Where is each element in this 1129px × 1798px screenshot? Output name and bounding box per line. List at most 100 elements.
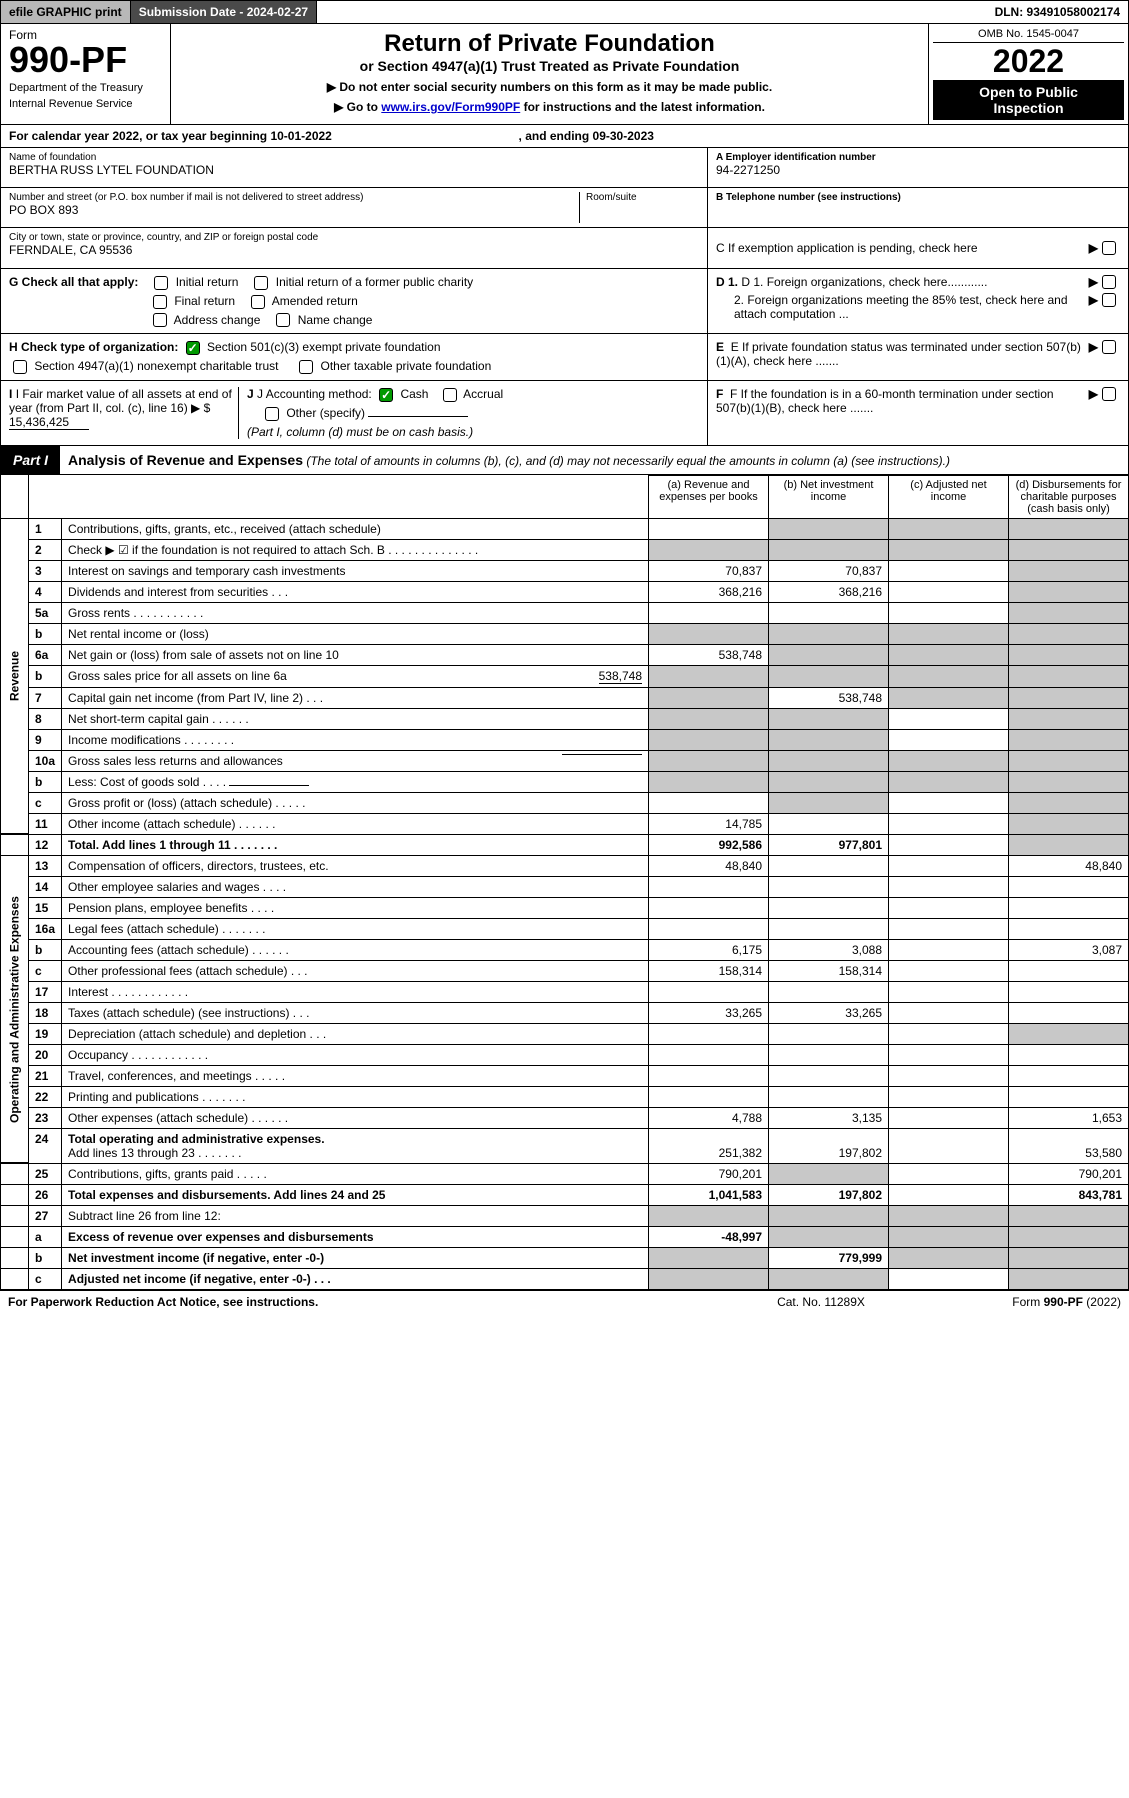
fmv-value: 15,436,425 (9, 415, 89, 430)
form-footer: Form 990-PF (2022) (921, 1295, 1121, 1309)
header-left: Form 990-PF Department of the Treasury I… (1, 24, 171, 124)
initial-return-checkbox[interactable] (154, 276, 168, 290)
revenue-side-label: Revenue (1, 518, 29, 834)
table-row: aExcess of revenue over expenses and dis… (1, 1226, 1129, 1247)
e-checkbox[interactable] (1102, 340, 1116, 354)
table-row: 22Printing and publications . . . . . . … (1, 1086, 1129, 1107)
expenses-side-label: Operating and Administrative Expenses (1, 855, 29, 1163)
cat-no: Cat. No. 11289X (721, 1295, 921, 1309)
footer: For Paperwork Reduction Act Notice, see … (0, 1290, 1129, 1313)
part-1-header: Part I Analysis of Revenue and Expenses … (0, 446, 1129, 475)
final-return-checkbox[interactable] (153, 295, 167, 309)
section-h-e: H Check type of organization: ✓ Section … (0, 334, 1129, 381)
table-row: 15Pension plans, employee benefits . . .… (1, 897, 1129, 918)
table-row: 11Other income (attach schedule) . . . .… (1, 813, 1129, 834)
info-block: Name of foundation BERTHA RUSS LYTEL FOU… (0, 148, 1129, 269)
table-row: 17Interest . . . . . . . . . . . . (1, 981, 1129, 1002)
table-row: 10aGross sales less returns and allowanc… (1, 750, 1129, 771)
address-row: Number and street (or P.O. box number if… (1, 188, 707, 228)
table-row: 19Depreciation (attach schedule) and dep… (1, 1023, 1129, 1044)
e-section: E E If private foundation status was ter… (708, 334, 1128, 380)
table-row: 6aNet gain or (loss) from sale of assets… (1, 644, 1129, 665)
table-row: 20Occupancy . . . . . . . . . . . . (1, 1044, 1129, 1065)
col-c-header: (c) Adjusted net income (889, 475, 1009, 518)
address: PO BOX 893 (9, 203, 579, 217)
h2-checkbox[interactable] (13, 360, 27, 374)
table-row: bGross sales price for all assets on lin… (1, 665, 1129, 687)
amended-return-checkbox[interactable] (251, 295, 265, 309)
cash-checkbox[interactable]: ✓ (379, 388, 393, 402)
table-row: 25Contributions, gifts, grants paid . . … (1, 1163, 1129, 1184)
table-row: cOther professional fees (attach schedul… (1, 960, 1129, 981)
h3-checkbox[interactable] (299, 360, 313, 374)
table-row: Operating and Administrative Expenses 13… (1, 855, 1129, 876)
cash-basis-note: (Part I, column (d) must be on cash basi… (247, 425, 699, 439)
open-public-box: Open to Public Inspection (933, 80, 1124, 120)
g-section: G Check all that apply: Initial return I… (1, 269, 708, 333)
table-row: 3Interest on savings and temporary cash … (1, 560, 1129, 581)
ein-value: 94-2271250 (716, 163, 1120, 177)
paperwork-notice: For Paperwork Reduction Act Notice, see … (8, 1295, 721, 1309)
efile-label: efile GRAPHIC print (1, 1, 131, 23)
h-section: H Check type of organization: ✓ Section … (1, 334, 708, 380)
form-header: Form 990-PF Department of the Treasury I… (0, 24, 1129, 125)
irs-link[interactable]: www.irs.gov/Form990PF (381, 100, 520, 114)
tax-year: 2022 (933, 43, 1124, 80)
table-row: 18Taxes (attach schedule) (see instructi… (1, 1002, 1129, 1023)
col-d-header: (d) Disbursements for charitable purpose… (1009, 475, 1129, 518)
col-a-header: (a) Revenue and expenses per books (649, 475, 769, 518)
section-g-d: G Check all that apply: Initial return I… (0, 269, 1129, 334)
other-method-checkbox[interactable] (265, 407, 279, 421)
city-state-zip: FERNDALE, CA 95536 (9, 243, 699, 257)
d2-checkbox[interactable] (1102, 293, 1116, 307)
table-row: 7Capital gain net income (from Part IV, … (1, 687, 1129, 708)
foundation-name: BERTHA RUSS LYTEL FOUNDATION (9, 163, 699, 177)
d1-checkbox[interactable] (1102, 275, 1116, 289)
table-row: 2Check ▶ ☑ if the foundation is not requ… (1, 539, 1129, 560)
form-subtitle: or Section 4947(a)(1) Trust Treated as P… (179, 58, 920, 74)
omb-number: OMB No. 1545-0047 (933, 28, 1124, 43)
ein-cell: A Employer identification number 94-2271… (708, 148, 1128, 188)
f-section: F F If the foundation is in a 60-month t… (708, 381, 1128, 445)
analysis-table: (a) Revenue and expenses per books (b) N… (0, 475, 1129, 1290)
address-change-checkbox[interactable] (153, 313, 167, 327)
begin-date: 10-01-2022 (270, 129, 331, 143)
table-row: 9Income modifications . . . . . . . . (1, 729, 1129, 750)
header-center: Return of Private Foundation or Section … (171, 24, 928, 124)
col-b-header: (b) Net investment income (769, 475, 889, 518)
table-row: 27Subtract line 26 from line 12: (1, 1205, 1129, 1226)
name-change-checkbox[interactable] (276, 313, 290, 327)
exempt-checkbox[interactable] (1102, 241, 1116, 255)
section-ij-f: I I Fair market value of all assets at e… (0, 381, 1129, 446)
dept-treasury: Department of the Treasury (9, 82, 162, 94)
table-row: Revenue 1Contributions, gifts, grants, e… (1, 518, 1129, 539)
top-bar: efile GRAPHIC print Submission Date - 20… (0, 0, 1129, 24)
table-row: bAccounting fees (attach schedule) . . .… (1, 939, 1129, 960)
table-row: 4Dividends and interest from securities … (1, 581, 1129, 602)
end-date: 09-30-2023 (593, 129, 654, 143)
room-label: Room/suite (586, 192, 699, 203)
table-row: 16aLegal fees (attach schedule) . . . . … (1, 918, 1129, 939)
form-number: 990-PF (9, 42, 162, 78)
table-row: 24Total operating and administrative exp… (1, 1128, 1129, 1163)
h1-checkbox[interactable]: ✓ (186, 341, 200, 355)
table-row: 26Total expenses and disbursements. Add … (1, 1184, 1129, 1205)
phone-cell: B Telephone number (see instructions) (708, 188, 1128, 228)
instruction-1: ▶ Do not enter social security numbers o… (179, 80, 920, 94)
initial-former-checkbox[interactable] (254, 276, 268, 290)
table-row: 21Travel, conferences, and meetings . . … (1, 1065, 1129, 1086)
table-row: 14Other employee salaries and wages . . … (1, 876, 1129, 897)
table-row: 23Other expenses (attach schedule) . . .… (1, 1107, 1129, 1128)
table-row: bNet investment income (if negative, ent… (1, 1247, 1129, 1268)
table-header-row: (a) Revenue and expenses per books (b) N… (1, 475, 1129, 518)
ij-section: I I Fair market value of all assets at e… (1, 381, 708, 445)
info-left: Name of foundation BERTHA RUSS LYTEL FOU… (1, 148, 708, 268)
f-checkbox[interactable] (1102, 387, 1116, 401)
form-title: Return of Private Foundation (179, 30, 920, 58)
table-row: 5aGross rents . . . . . . . . . . . (1, 602, 1129, 623)
accrual-checkbox[interactable] (443, 388, 457, 402)
dept-irs: Internal Revenue Service (9, 98, 162, 110)
table-row: cAdjusted net income (if negative, enter… (1, 1268, 1129, 1289)
city-cell: City or town, state or province, country… (1, 228, 707, 268)
header-right: OMB No. 1545-0047 2022 Open to Public In… (928, 24, 1128, 124)
